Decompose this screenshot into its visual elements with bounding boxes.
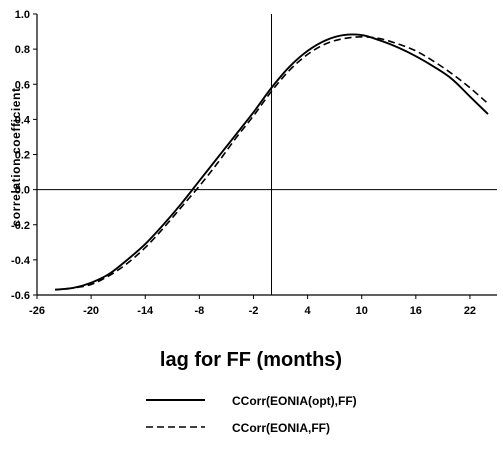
legend-label-2: CCorr(EONIA,FF) xyxy=(232,421,330,435)
y-tick-label: 0.8 xyxy=(15,44,30,56)
x-tick-label: -8 xyxy=(194,305,204,317)
y-axis-label: correlation coefficient xyxy=(9,87,23,226)
series-line-2 xyxy=(54,36,489,291)
x-tick-label: -2 xyxy=(249,305,259,317)
legend: CCorr(EONIA(opt),FF) CCorr(EONIA,FF) xyxy=(146,394,357,435)
x-axis-label: lag for FF (months) xyxy=(160,349,342,371)
series-layer xyxy=(54,33,489,291)
y-tick-label: 1.0 xyxy=(15,9,30,21)
axes-layer: 1.0 0.8 0.6 0.4 0.2 0.0 -0.2 -0.4 -0.6 -26 -20 -14 -… xyxy=(11,9,497,317)
reference-lines xyxy=(37,14,497,295)
y-tick-label: -0.4 xyxy=(11,255,31,267)
x-tick-label: 4 xyxy=(305,305,312,317)
x-tick-label: 22 xyxy=(464,305,476,317)
y-tick-label: 0.4 xyxy=(15,114,31,126)
legend-label-1: CCorr(EONIA(opt),FF) xyxy=(232,394,357,408)
y-tick-label: 0.2 xyxy=(15,150,30,162)
y-tick-label: 0.6 xyxy=(15,79,30,91)
x-tick-label: 10 xyxy=(356,305,368,317)
x-tick-label: -14 xyxy=(137,305,154,317)
y-tick-label: -0.6 xyxy=(11,290,30,302)
series-line-1 xyxy=(54,33,489,291)
y-tick-label: -0.2 xyxy=(11,220,30,232)
x-tick-label: -20 xyxy=(83,305,99,317)
x-tick-label: -26 xyxy=(29,305,45,317)
x-tick-label: 16 xyxy=(410,305,422,317)
y-tick-label: 0.0 xyxy=(15,185,30,197)
